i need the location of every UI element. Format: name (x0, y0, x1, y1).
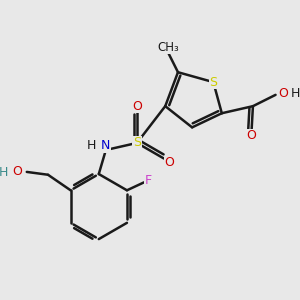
Text: O: O (278, 87, 288, 100)
Text: S: S (209, 76, 217, 88)
Text: N: N (101, 139, 110, 152)
Text: O: O (247, 129, 256, 142)
Text: O: O (165, 156, 174, 169)
Text: CH₃: CH₃ (157, 41, 179, 54)
Text: H: H (291, 87, 300, 100)
Text: O: O (13, 165, 22, 178)
Text: O: O (132, 100, 142, 113)
Text: S: S (133, 136, 141, 149)
Text: H: H (0, 166, 8, 179)
Text: F: F (145, 174, 152, 187)
Text: H: H (86, 139, 96, 152)
